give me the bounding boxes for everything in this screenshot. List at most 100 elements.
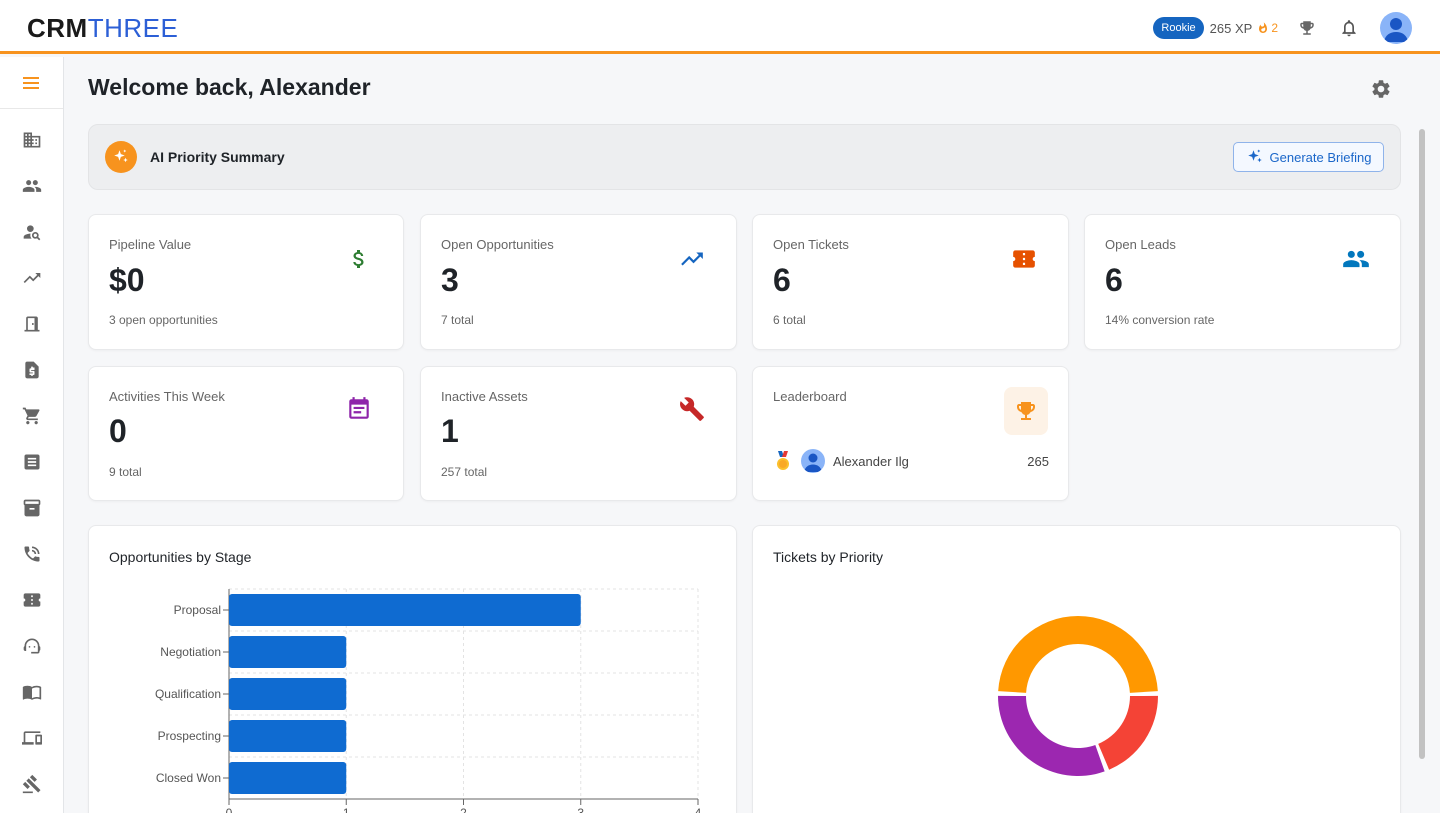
stat-value: 6 <box>1105 262 1123 298</box>
hamburger-icon <box>22 76 39 89</box>
x-tick-label: 0 <box>226 806 233 813</box>
fire-icon <box>1259 22 1268 33</box>
main-content: Welcome back, Alexander AI Priority Summ… <box>64 57 1427 813</box>
sidebar-item-calls[interactable] <box>0 531 63 577</box>
sidebar-item-support[interactable] <box>0 623 63 669</box>
xp-count: 265 XP <box>1209 20 1253 36</box>
stat-card-open-leads[interactable]: Open Leads 6 14% conversion rate <box>1084 214 1401 350</box>
stat-subtext: 3 open opportunities <box>109 313 218 327</box>
gold-medal-icon <box>773 449 793 473</box>
opportunities-bar-chart: Proposal Negotiation Qualification Prospect… <box>155 588 702 813</box>
ai-summary-title: AI Priority Summary <box>150 149 285 165</box>
y-tick-label: Closed Won <box>156 771 221 785</box>
sidebar-item-companies[interactable] <box>0 117 63 163</box>
donut-slice-2[interactable] <box>998 695 1105 776</box>
stat-value: 6 <box>773 262 791 298</box>
archive-icon <box>23 499 40 517</box>
sparkle-icon <box>105 141 137 173</box>
stat-label: Open Tickets <box>773 237 849 252</box>
settings-button[interactable] <box>1370 78 1392 105</box>
bar-prospecting[interactable] <box>229 720 347 752</box>
menu-toggle-button[interactable] <box>0 57 63 109</box>
stat-label: Inactive Assets <box>441 389 528 404</box>
stat-label: Activities This Week <box>109 389 225 404</box>
chart-title: Opportunities by Stage <box>109 549 252 565</box>
app-logo[interactable]: CRMTHREE <box>27 13 178 43</box>
donut-slice-0[interactable] <box>998 616 1158 693</box>
bar-negotiation[interactable] <box>229 636 347 668</box>
sidebar <box>0 57 64 813</box>
y-tick-label: Proposal <box>174 603 221 617</box>
stat-card-inactive-assets[interactable]: Inactive Assets 1 257 total <box>420 366 737 501</box>
streak-count: 2 <box>1257 21 1278 35</box>
stat-subtext: 9 total <box>109 465 142 479</box>
sidebar-item-leads[interactable] <box>0 209 63 255</box>
leaderboard-score: 265 <box>1027 453 1049 469</box>
generate-briefing-label: Generate Briefing <box>1269 149 1372 165</box>
bell-icon[interactable] <box>1338 17 1360 39</box>
sidebar-item-orders[interactable] <box>0 393 63 439</box>
sidebar-item-contacts[interactable] <box>0 163 63 209</box>
stat-card-pipeline-value[interactable]: Pipeline Value $0 3 open opportunities <box>88 214 404 350</box>
building-icon <box>23 132 40 148</box>
people-icon <box>22 180 41 192</box>
trending-up-icon <box>678 245 706 273</box>
leaderboard-entry[interactable]: Alexander Ilg 265 <box>773 449 1049 473</box>
stat-card-open-tickets[interactable]: Open Tickets 6 6 total <box>752 214 1069 350</box>
stat-value: 0 <box>109 413 127 449</box>
phone-icon <box>24 546 39 562</box>
leaderboard-title: Leaderboard <box>773 389 847 404</box>
wrench-icon <box>678 395 706 423</box>
person-search-icon <box>23 225 40 241</box>
tickets-by-priority-card: Tickets by Priority <box>752 525 1401 813</box>
bar-closed-won[interactable] <box>229 762 347 794</box>
bar-proposal[interactable] <box>229 594 581 626</box>
sidebar-item-invoices[interactable] <box>0 347 63 393</box>
sparkle-icon <box>1247 149 1262 163</box>
x-tick-label: 1 <box>343 806 350 813</box>
gavel-icon <box>22 774 41 794</box>
trophy-icon[interactable] <box>1296 17 1318 39</box>
scrollbar[interactable] <box>1419 129 1425 759</box>
stat-label: Pipeline Value <box>109 237 192 252</box>
dollar-icon <box>345 245 373 273</box>
sidebar-item-devices[interactable] <box>0 715 63 761</box>
sidebar-item-tickets[interactable] <box>0 577 63 623</box>
sidebar-item-archive[interactable] <box>0 485 63 531</box>
donut-slice-1[interactable] <box>1098 695 1158 770</box>
y-tick-label: Prospecting <box>158 729 221 743</box>
y-tick-label: Negotiation <box>160 645 221 659</box>
people-icon <box>1342 245 1370 273</box>
user-avatar[interactable] <box>1380 12 1412 44</box>
leaderboard-card[interactable]: Leaderboard Alexander Ilg 265 <box>752 366 1069 501</box>
ticket-icon <box>23 593 40 607</box>
avatar <box>801 449 825 473</box>
rank-badge: Rookie <box>1153 17 1204 39</box>
x-tick-label: 3 <box>577 806 584 813</box>
leaderboard-name: Alexander Ilg <box>833 453 909 469</box>
stat-card-open-opportunities[interactable]: Open Opportunities 3 7 total <box>420 214 737 350</box>
x-tick-label: 2 <box>460 806 467 813</box>
sidebar-item-opportunities[interactable] <box>0 255 63 301</box>
stat-subtext: 7 total <box>441 313 474 327</box>
sidebar-item-lists[interactable] <box>0 439 63 485</box>
sidebar-item-knowledge[interactable] <box>0 669 63 715</box>
tickets-donut-chart <box>998 616 1158 776</box>
top-bar: CRMTHREE Rookie 265 XP 2 <box>0 0 1440 54</box>
sidebar-item-legal[interactable] <box>0 761 63 807</box>
streak-value: 2 <box>1271 21 1278 35</box>
trophy-icon <box>1004 387 1048 435</box>
stat-label: Open Opportunities <box>441 237 554 252</box>
logo-secondary: THREE <box>87 13 179 43</box>
devices-icon <box>21 731 42 745</box>
ticket-icon <box>1010 245 1038 273</box>
generate-briefing-button[interactable]: Generate Briefing <box>1233 142 1384 172</box>
bar-qualification[interactable] <box>229 678 347 710</box>
sidebar-item-doors[interactable] <box>0 301 63 347</box>
stat-label: Open Leads <box>1105 237 1176 252</box>
stat-subtext: 257 total <box>441 465 488 479</box>
gear-icon <box>1372 80 1390 98</box>
x-tick-label: 4 <box>695 806 702 813</box>
stat-card-activities-this-week[interactable]: Activities This Week 0 9 total <box>88 366 404 501</box>
y-tick-label: Qualification <box>155 687 221 701</box>
